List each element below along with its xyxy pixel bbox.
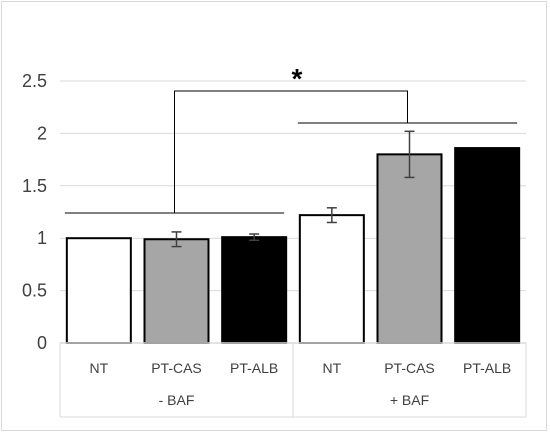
bar-baf-pt-cas: [376, 153, 443, 344]
y-tick-label: 1: [37, 228, 47, 248]
y-tick-label: 2.5: [22, 71, 47, 91]
gridlines: [60, 80, 526, 292]
x-axis-groups: - BAF + BAF: [159, 392, 430, 408]
error-bars: [171, 130, 415, 248]
bracket-comparison: [174, 90, 408, 213]
x-tick-label: PT-ALB: [463, 360, 511, 376]
x-axis: [59, 342, 527, 418]
x-tick-label: PT-ALB: [230, 360, 278, 376]
y-tick-label: 2: [37, 123, 47, 143]
x-tick-label: PT-CAS: [384, 360, 435, 376]
x-tick-label: NT: [322, 360, 341, 376]
x-axis-categories: NT PT-CAS PT-ALB NT PT-CAS PT-ALB: [89, 360, 511, 376]
significance-brackets: [64, 90, 518, 214]
group-label: - BAF: [159, 392, 195, 408]
x-tick-label: PT-CAS: [151, 360, 202, 376]
bar-baf-pt-cas: [143, 238, 210, 344]
bar-baf-nt: [65, 237, 132, 344]
y-axis-ticks: 0 0.5 1 1.5 2 2.5: [22, 71, 47, 353]
bar-baf-pt-alb: [221, 236, 288, 344]
bar-baf-pt-alb: [454, 147, 521, 344]
bar-baf-nt: [298, 214, 365, 344]
y-tick-label: 1.5: [22, 176, 47, 196]
y-tick-label: 0.5: [22, 281, 47, 301]
x-tick-label: NT: [89, 360, 108, 376]
bars: [65, 147, 521, 344]
significance-marker: *: [292, 63, 303, 94]
y-tick-label: 0: [37, 333, 47, 353]
group-label: + BAF: [390, 392, 429, 408]
